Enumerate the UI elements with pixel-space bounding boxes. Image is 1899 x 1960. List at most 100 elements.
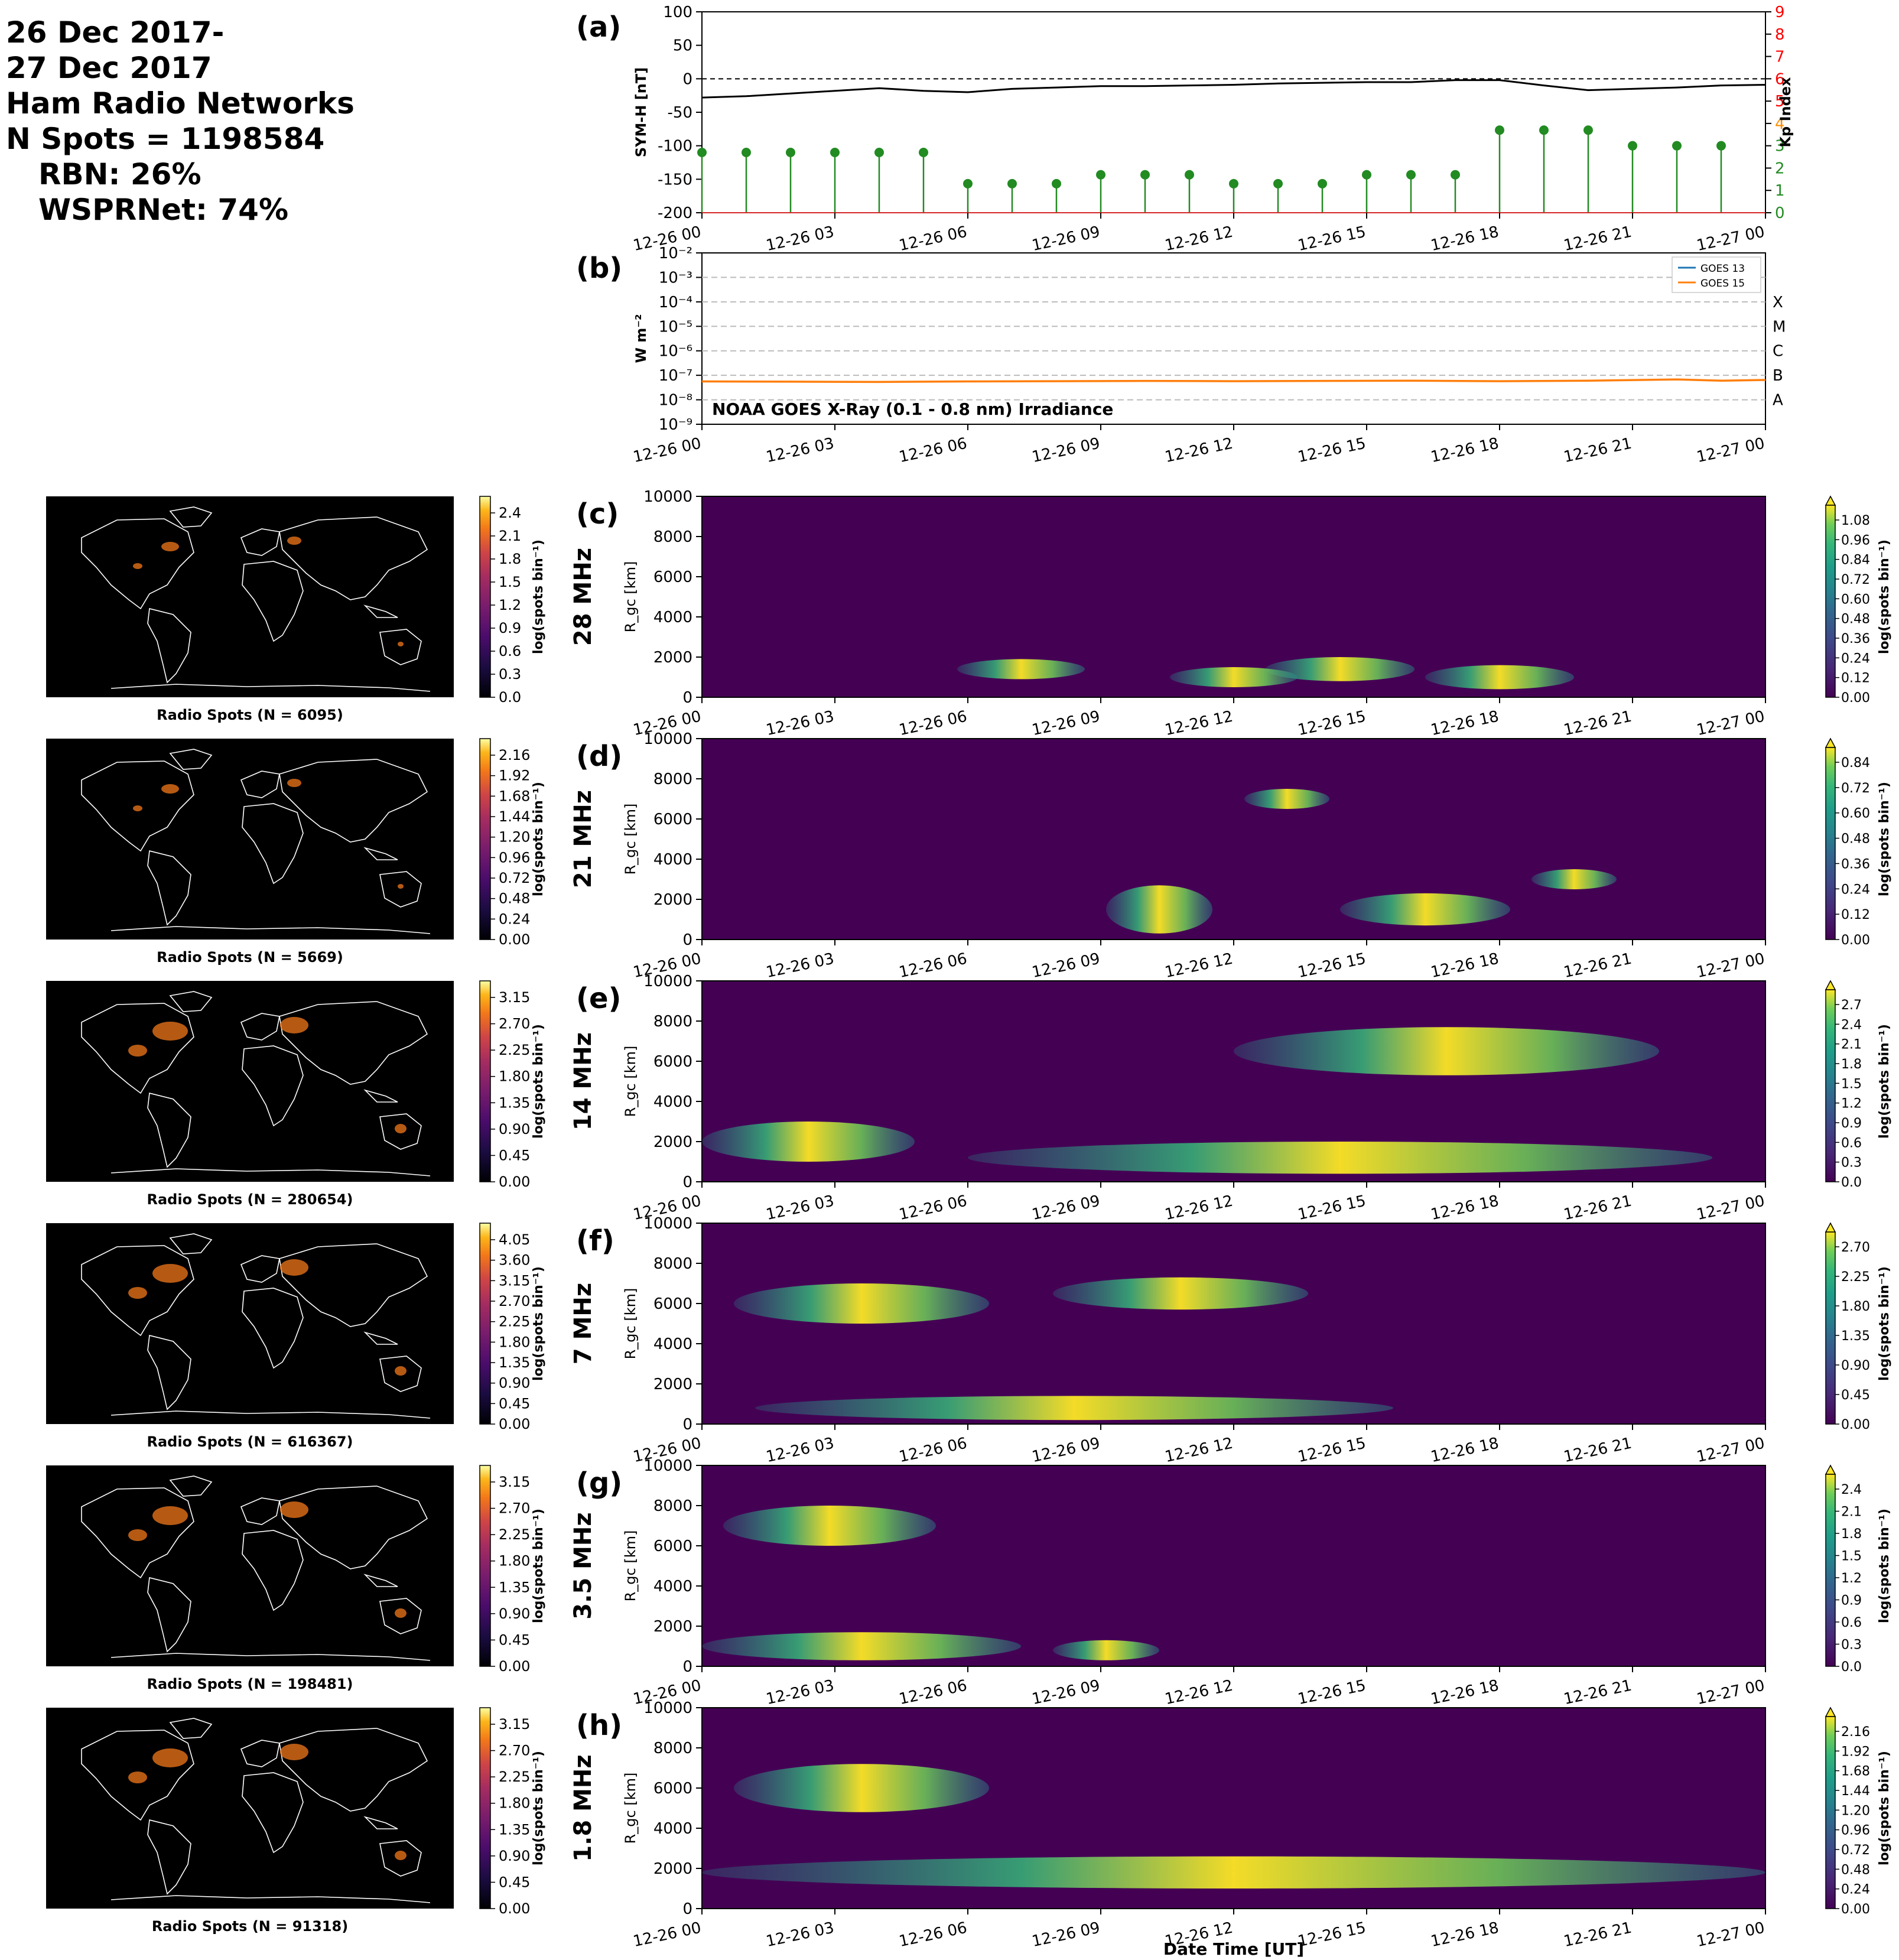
legend-entry: GOES 13 — [1700, 263, 1745, 275]
y-tick-label: 0 — [682, 1174, 692, 1191]
colorbar-extend — [1825, 495, 1836, 506]
x-tick-label: 12-26 12 — [1163, 1192, 1235, 1224]
map-caption: Radio Spots (N = 280654) — [147, 1191, 353, 1208]
header-spot-count: N Spots = 1198584 — [6, 122, 325, 156]
y-tick-label: 2000 — [653, 1133, 692, 1151]
colorbar-tick-label: 0.00 — [499, 1416, 530, 1432]
x-tick-label: 12-26 21 — [1562, 950, 1634, 982]
rti-density-region — [1053, 1640, 1159, 1660]
x-tick-label: 12-26 15 — [1296, 1677, 1368, 1709]
colorbar-label: log(spots bin⁻¹) — [1877, 1024, 1892, 1139]
map-background — [46, 496, 454, 697]
kp-marker — [697, 148, 707, 157]
colorbar-label: log(spots bin⁻¹) — [531, 782, 546, 896]
y-tick-label: 0 — [682, 1658, 692, 1676]
irradiance-annotation: NOAA GOES X-Ray (0.1 - 0.8 nm) Irradianc… — [712, 399, 1113, 419]
spot-density-hotspot — [128, 1772, 147, 1783]
rti-density-region — [702, 1632, 1021, 1660]
colorbar-tick-label: 2.16 — [1841, 1725, 1870, 1740]
panel-label: (c) — [576, 498, 619, 531]
x-tick-label: 12-26 18 — [1429, 1435, 1501, 1467]
plot-area — [701, 252, 1766, 425]
y-tick-label: 10⁻⁹ — [659, 416, 692, 434]
colorbar-label: log(spots bin⁻¹) — [1877, 1266, 1892, 1381]
colorbar-tick-label: 0.45 — [499, 1395, 530, 1412]
colorbar-tick-label: 3.15 — [499, 1272, 530, 1289]
colorbar-tick-label: 0.24 — [499, 911, 530, 927]
goes15-series — [701, 378, 1766, 383]
rti-density-region — [1425, 665, 1574, 690]
spot-density-hotspot — [161, 784, 179, 794]
band-label: 1.8 MHz — [570, 1754, 597, 1861]
colorbar-tick-label: 2.25 — [499, 1042, 530, 1058]
y-tick-label: 10⁻² — [659, 245, 692, 262]
panel-d: Radio Spots (N = 5669) 2.16 1.92 1.68 1.44 1.… — [46, 730, 1892, 981]
colorbar-tick-label: 2.1 — [1841, 1038, 1862, 1052]
colorbar-tick-label: 0.3 — [1841, 1638, 1862, 1653]
x-tick-label: 12-26 06 — [898, 1435, 969, 1467]
colorbar-tick-label: 0.90 — [499, 1848, 530, 1864]
panel-g: Radio Spots (N = 198481)3.152.702.251.80… — [46, 1457, 1892, 1708]
x-tick-label: 12-26 03 — [765, 1677, 836, 1709]
rti-colorbar — [1825, 505, 1836, 698]
x-tick-label: 12-26 12 — [1163, 950, 1235, 982]
band-label: 3.5 MHz — [570, 1512, 597, 1619]
colorbar-tick-label: 0.6 — [499, 643, 521, 659]
y-tick-label: 4000 — [653, 1820, 692, 1838]
legend — [1672, 256, 1761, 293]
spot-density-hotspot — [133, 563, 142, 569]
colorbar-tick-label: 0.00 — [1841, 1418, 1870, 1432]
spot-density-hotspot — [133, 805, 142, 811]
x-tick-label: 12-26 12 — [1163, 708, 1235, 740]
y-axis-label: SYM-H [nT] — [633, 67, 649, 157]
x-tick-label: 12-26 09 — [1030, 950, 1102, 982]
x-tick-label: 12-26 15 — [1296, 708, 1368, 740]
colorbar-tick-label: 0.36 — [1841, 632, 1870, 646]
x-tick-label: 12-26 12 — [1163, 435, 1235, 467]
colorbar-tick-label: 3.15 — [499, 1474, 530, 1490]
y-tick-label: 4000 — [653, 1093, 692, 1111]
y-tick-label: 100 — [663, 4, 692, 21]
flare-class-label: A — [1773, 392, 1783, 409]
band-label: 28 MHz — [570, 548, 597, 646]
spot-density-hotspot — [128, 1529, 147, 1541]
map-colorbar — [479, 738, 491, 940]
colorbar-extend — [1825, 1464, 1836, 1475]
colorbar-tick-label: 0.48 — [1841, 1863, 1870, 1877]
x-axis-label: Date Time [UT] — [1163, 1939, 1304, 1959]
kp-marker — [1716, 141, 1726, 151]
colorbar-tick-label: 0.45 — [499, 1874, 530, 1890]
panel-label: (b) — [576, 252, 622, 285]
colorbar-tick-label: 0.00 — [499, 1900, 530, 1917]
x-tick-label: 12-26 21 — [1562, 1919, 1634, 1951]
map-background — [46, 1708, 454, 1909]
colorbar-tick-label: 2.4 — [499, 505, 521, 521]
x-tick-label: 12-26 18 — [1429, 950, 1501, 982]
rti-density-region — [734, 1764, 989, 1812]
rti-density-region — [734, 1283, 989, 1324]
y-tick-label: -150 — [658, 171, 692, 188]
x-tick-label: 12-26 09 — [1030, 1435, 1102, 1467]
colorbar-tick-label: 1.68 — [499, 788, 530, 804]
y2-tick-label: 9 — [1775, 4, 1785, 21]
x-tick-label: 12-26 03 — [765, 950, 836, 982]
colorbar-tick-label: 0.3 — [1841, 1156, 1862, 1171]
x-tick-label: 12-26 09 — [1030, 708, 1102, 740]
colorbar-tick-label: 0.6 — [1841, 1616, 1862, 1630]
x-tick-label: 12-26 18 — [1429, 1677, 1501, 1709]
y2-tick-label: 0 — [1775, 204, 1785, 222]
colorbar-tick-label: 2.4 — [1841, 1483, 1862, 1497]
x-tick-label: 12-26 18 — [1429, 1192, 1501, 1224]
colorbar-tick-label: 0.96 — [1841, 1824, 1870, 1838]
y-tick-label: 10⁻⁷ — [659, 367, 692, 385]
header-date-start: 26 Dec 2017- — [6, 15, 225, 50]
colorbar-tick-label: 1.35 — [1841, 1329, 1870, 1344]
colorbar-label: log(spots bin⁻¹) — [1877, 1509, 1892, 1623]
y-tick-label: 0 — [682, 1900, 692, 1918]
y-tick-label: -200 — [658, 204, 692, 222]
x-tick-label: 12-26 06 — [898, 1192, 969, 1224]
rti-colorbar — [1825, 747, 1836, 940]
colorbar-tick-label: 2.25 — [499, 1314, 530, 1330]
y2-tick-label: 3 — [1775, 138, 1785, 155]
spot-density-hotspot — [152, 1022, 188, 1041]
